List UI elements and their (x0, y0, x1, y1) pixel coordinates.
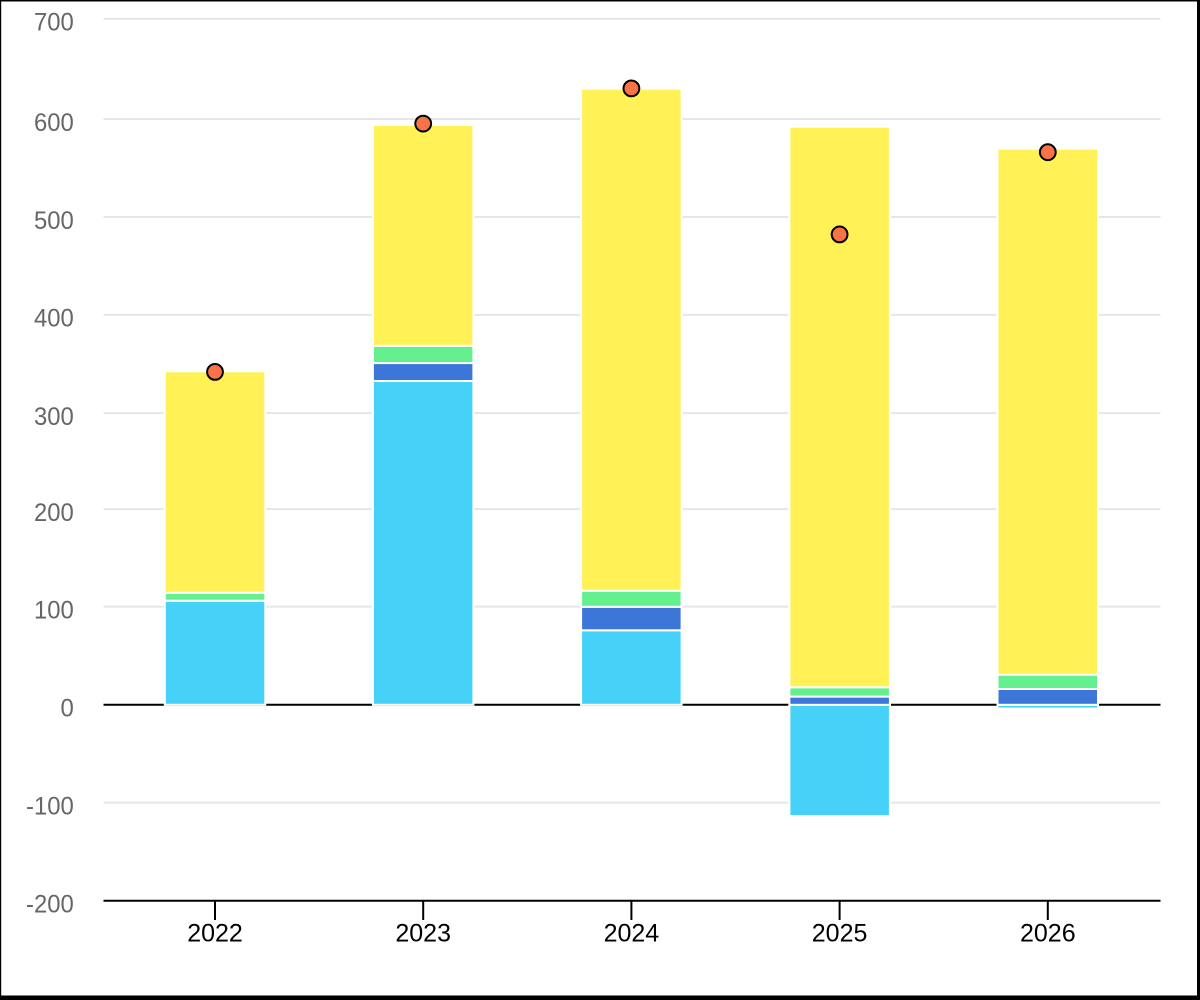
svg-text:-100: -100 (26, 792, 74, 820)
svg-text:700: 700 (34, 9, 74, 37)
svg-text:2026: 2026 (1020, 920, 1076, 948)
svg-text:0: 0 (61, 695, 74, 723)
svg-text:2024: 2024 (604, 920, 660, 948)
svg-text:2022: 2022 (187, 920, 243, 948)
svg-text:600: 600 (34, 109, 74, 137)
svg-text:2025: 2025 (812, 920, 868, 948)
svg-text:2023: 2023 (395, 920, 451, 948)
svg-text:200: 200 (34, 499, 74, 527)
svg-text:400: 400 (34, 305, 74, 333)
svg-text:100: 100 (34, 596, 74, 624)
svg-text:500: 500 (34, 207, 74, 235)
svg-text:-200: -200 (26, 891, 74, 919)
svg-text:300: 300 (34, 403, 74, 431)
